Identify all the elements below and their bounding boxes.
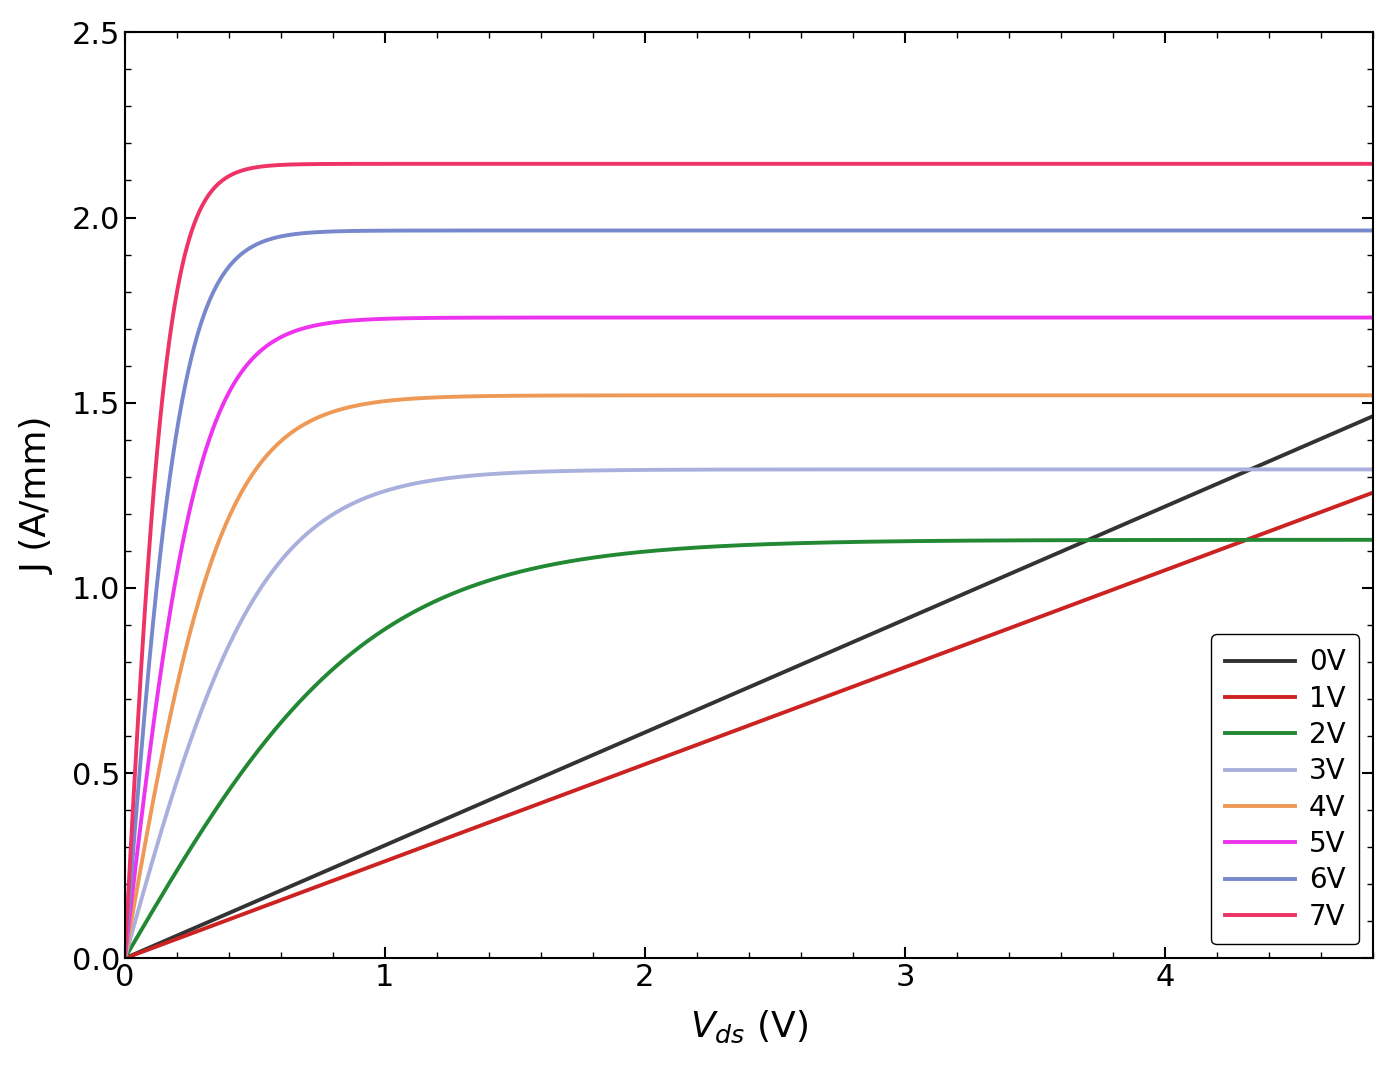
- 1V: [116, 952, 132, 965]
- 2V: [723, 539, 740, 552]
- Line: 1V: 1V: [124, 492, 1373, 958]
- 0V: [180, 924, 197, 937]
- 5V: [723, 311, 740, 324]
- 4V: [690, 389, 707, 402]
- 5V: [1365, 311, 1381, 324]
- X-axis label: $V_{ds}$ (V): $V_{ds}$ (V): [690, 1008, 809, 1045]
- 4V: [723, 389, 740, 402]
- 0V: [1100, 524, 1117, 537]
- 7V: [1328, 158, 1345, 171]
- 7V: [931, 158, 948, 171]
- Line: 2V: 2V: [124, 539, 1373, 958]
- Line: 4V: 4V: [124, 395, 1373, 958]
- 1V: [1328, 500, 1345, 513]
- 4V: [116, 952, 132, 965]
- 4V: [1100, 389, 1117, 402]
- 6V: [723, 224, 740, 237]
- 3V: [1328, 463, 1345, 475]
- Y-axis label: J (A/mm): J (A/mm): [21, 417, 54, 575]
- 2V: [1365, 533, 1381, 546]
- 3V: [116, 952, 132, 965]
- 3V: [1328, 463, 1345, 475]
- 1V: [723, 726, 740, 739]
- 0V: [116, 952, 132, 965]
- 1V: [1328, 500, 1345, 513]
- 0V: [1365, 409, 1381, 422]
- 4V: [1328, 389, 1345, 402]
- 0V: [690, 702, 707, 715]
- 2V: [180, 845, 197, 858]
- 7V: [690, 158, 707, 171]
- 1V: [1365, 486, 1381, 499]
- 7V: [723, 158, 740, 171]
- 2V: [1328, 533, 1345, 546]
- 5V: [1328, 311, 1345, 324]
- 6V: [690, 224, 707, 237]
- Line: 6V: 6V: [124, 230, 1373, 958]
- 0V: [723, 689, 740, 701]
- 5V: [116, 952, 132, 965]
- 6V: [1100, 224, 1117, 237]
- 5V: [1365, 311, 1381, 324]
- 7V: [180, 236, 197, 248]
- 1V: [1100, 585, 1117, 598]
- Line: 0V: 0V: [124, 416, 1373, 958]
- Legend: 0V, 1V, 2V, 3V, 4V, 5V, 6V, 7V: 0V, 1V, 2V, 3V, 4V, 5V, 6V, 7V: [1211, 634, 1359, 944]
- 3V: [180, 740, 197, 753]
- 4V: [1365, 389, 1381, 402]
- 6V: [1328, 224, 1345, 237]
- 1V: [690, 738, 707, 750]
- 2V: [1100, 534, 1117, 547]
- 7V: [116, 952, 132, 965]
- 4V: [180, 632, 197, 645]
- 3V: [690, 464, 707, 477]
- 3V: [1100, 463, 1117, 475]
- 7V: [1330, 158, 1347, 171]
- 5V: [1328, 311, 1345, 324]
- 2V: [1328, 533, 1345, 546]
- 1V: [180, 928, 197, 941]
- 7V: [1365, 158, 1381, 171]
- 5V: [180, 510, 197, 522]
- Line: 7V: 7V: [124, 164, 1373, 958]
- 7V: [1100, 158, 1117, 171]
- Line: 5V: 5V: [124, 318, 1373, 958]
- 6V: [1365, 224, 1381, 237]
- 5V: [1100, 311, 1117, 324]
- Line: 3V: 3V: [124, 469, 1373, 958]
- 6V: [116, 952, 132, 965]
- 0V: [1328, 425, 1345, 438]
- 6V: [180, 364, 197, 376]
- 6V: [1330, 224, 1347, 237]
- 0V: [1328, 425, 1345, 438]
- 4V: [1328, 389, 1345, 402]
- 5V: [690, 311, 707, 324]
- 2V: [116, 952, 132, 965]
- 3V: [1365, 463, 1381, 475]
- 3V: [723, 463, 740, 475]
- 6V: [1195, 224, 1211, 237]
- 2V: [690, 542, 707, 554]
